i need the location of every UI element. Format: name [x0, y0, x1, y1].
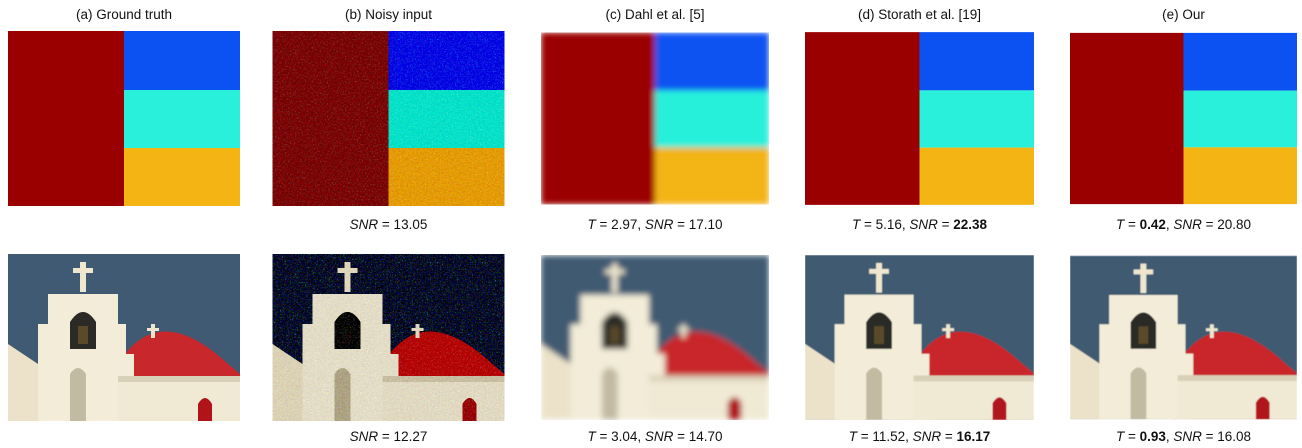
- column-title: (c) Dahl et al. [5]: [605, 7, 704, 22]
- caption-part: = 3.04,: [596, 429, 645, 443]
- caption-part: = 2.97,: [596, 217, 645, 232]
- image: [273, 31, 505, 206]
- caption: T = 0.93, SNR = 16.08: [1116, 429, 1251, 443]
- caption: T = 11.52, SNR = 16.17: [849, 429, 991, 443]
- caption-part: SNR: [913, 429, 942, 443]
- caption-part: = 20.80: [1202, 217, 1251, 232]
- column-title: (d) Storath et al. [19]: [858, 7, 981, 22]
- caption: T = 5.16, SNR = 22.38: [852, 217, 988, 232]
- caption-part: = 14.70: [673, 429, 722, 443]
- caption: SNR = 13.05: [350, 217, 428, 232]
- caption-part: = 12.27: [378, 429, 427, 443]
- image: [541, 255, 769, 419]
- caption-part: = 13.05: [378, 217, 427, 232]
- caption-part: SNR: [1173, 429, 1202, 443]
- caption-part: 22.38: [953, 217, 987, 232]
- caption-part: SNR: [350, 429, 379, 443]
- caption-part: 16.17: [957, 429, 991, 443]
- caption: T = 2.97, SNR = 17.10: [587, 217, 722, 232]
- image: [1070, 33, 1297, 204]
- column-title: (a) Ground truth: [76, 7, 172, 22]
- image: [1070, 256, 1297, 419]
- caption-part: 0.42: [1140, 217, 1166, 232]
- caption-part: = 11.52,: [857, 429, 913, 443]
- caption-part: 0.93: [1140, 429, 1167, 443]
- caption-part: = 5.16,: [860, 217, 909, 232]
- caption-part: SNR: [909, 217, 938, 232]
- image: [8, 254, 240, 421]
- caption-part: ,: [1166, 429, 1174, 443]
- column-title: (b) Noisy input: [345, 7, 432, 22]
- caption-part: SNR: [645, 217, 674, 232]
- caption-part: SNR: [645, 429, 674, 443]
- caption: SNR = 12.27: [350, 429, 428, 443]
- caption-part: ,: [1166, 217, 1174, 232]
- image: [273, 254, 505, 421]
- image: [8, 31, 240, 206]
- caption-part: =: [1124, 429, 1139, 443]
- image: [805, 255, 1034, 420]
- caption-part: =: [941, 429, 956, 443]
- caption-part: SNR: [350, 217, 379, 232]
- caption: T = 0.42, SNR = 20.80: [1116, 217, 1251, 232]
- caption: T = 3.04, SNR = 14.70: [587, 429, 722, 443]
- caption-part: = 17.10: [673, 217, 722, 232]
- caption-part: = 16.08: [1202, 429, 1251, 443]
- caption-part: =: [938, 217, 953, 232]
- figure: (a) Ground truth (b) Noisy input SNR = 13.…: [0, 0, 1302, 443]
- image: [805, 32, 1034, 205]
- caption-part: SNR: [1173, 217, 1202, 232]
- page: (a) Ground truth (b) Noisy input SNR = 13.…: [0, 0, 1302, 448]
- column-title: (e) Our: [1162, 7, 1205, 22]
- image: [541, 33, 769, 205]
- caption-part: =: [1124, 217, 1139, 232]
